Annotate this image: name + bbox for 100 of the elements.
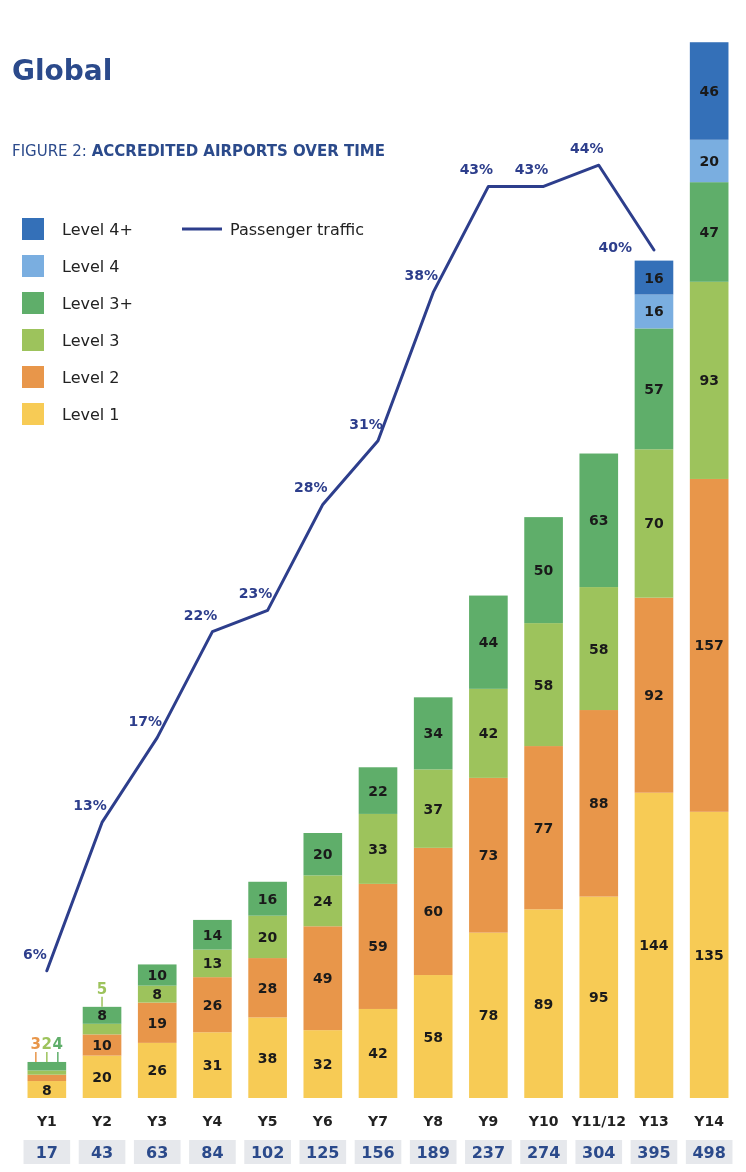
bar <box>579 896 619 1098</box>
bar <box>634 597 674 793</box>
bar <box>469 777 508 933</box>
data-label: 38% <box>404 267 438 284</box>
legend-label: Level 2 <box>62 368 120 387</box>
data-label: 22 <box>368 782 388 799</box>
data-label: 24 <box>313 892 333 909</box>
text: FIGURE 2: ACCREDITED AIRPORTS OVER TIME <box>12 142 385 160</box>
bar <box>193 977 232 1033</box>
data-label: 6% <box>22 945 47 962</box>
bar <box>689 478 729 812</box>
bar <box>469 595 508 689</box>
total-label: 84 <box>201 1143 224 1162</box>
bar <box>579 453 619 588</box>
data-label: 28 <box>257 979 278 996</box>
data-label: 13 <box>202 955 223 972</box>
bar <box>137 1002 177 1043</box>
x-tick-label: Y4 <box>201 1113 223 1129</box>
data-label: 20 <box>92 1068 113 1085</box>
data-label: 3 <box>30 1034 42 1053</box>
data-label: 89 <box>533 995 554 1012</box>
bar <box>689 281 729 479</box>
bar <box>524 517 563 624</box>
data-label: 95 <box>589 989 609 1006</box>
total-label: 156 <box>361 1143 395 1162</box>
data-label: 38 <box>257 1049 278 1066</box>
data-label: 92 <box>644 687 664 704</box>
data-label: 49 <box>313 970 333 987</box>
bar <box>579 587 619 711</box>
total-label: 498 <box>692 1143 726 1162</box>
data-label: 10 <box>92 1037 113 1053</box>
bar <box>137 985 177 1003</box>
text: Global <box>12 54 113 87</box>
data-label: 57 <box>644 380 664 397</box>
data-label: 78 <box>478 1007 499 1024</box>
data-label: 43% <box>459 161 494 178</box>
data-label: 31 <box>202 1057 223 1074</box>
legend-label: Level 4 <box>62 257 120 276</box>
x-tick-label: Y9 <box>477 1113 499 1129</box>
bar <box>524 746 563 910</box>
data-label: 77 <box>533 819 554 836</box>
x-tick-label: Y1 <box>35 1113 57 1129</box>
bar <box>303 1030 343 1098</box>
data-label: 157 <box>694 637 724 654</box>
bar <box>634 449 674 598</box>
data-label: 37 <box>423 800 443 817</box>
bar <box>689 42 729 140</box>
data-label: 22% <box>183 606 218 623</box>
data-label: 70 <box>644 515 664 532</box>
data-label: 10 <box>147 967 168 984</box>
data-label: 58 <box>533 676 554 693</box>
data-label: 59 <box>368 938 388 955</box>
data-label: 33 <box>368 840 388 857</box>
data-label: 8 <box>97 1007 107 1024</box>
data-label: 19 <box>147 1014 167 1031</box>
total-label: 189 <box>416 1143 450 1162</box>
data-label: 13% <box>73 797 107 814</box>
x-tick-label: Y2 <box>91 1113 112 1129</box>
data-label: 144 <box>639 937 669 954</box>
total-label: 102 <box>250 1143 285 1162</box>
bar <box>524 909 563 1098</box>
data-label: 4 <box>52 1034 64 1053</box>
total-label: 63 <box>146 1143 169 1162</box>
x-tick-label: Y7 <box>367 1113 388 1129</box>
data-label: 26 <box>202 996 223 1013</box>
data-label: 42 <box>368 1045 388 1062</box>
data-label: 32 <box>313 1056 333 1073</box>
bar <box>689 811 729 1098</box>
x-tick-label: Y6 <box>311 1113 333 1129</box>
data-label: 63 <box>589 512 609 529</box>
bar <box>579 710 619 897</box>
x-tick-label: Y5 <box>256 1113 278 1129</box>
bar <box>689 182 729 282</box>
bar <box>413 769 453 848</box>
x-tick-label: Y11/12 <box>570 1113 626 1129</box>
bar <box>193 919 232 950</box>
data-label: 8 <box>41 1081 52 1098</box>
data-label: 50 <box>533 562 554 579</box>
data-label: 20 <box>699 152 720 169</box>
x-tick-label: Y14 <box>693 1113 725 1129</box>
total-label: 43 <box>90 1143 114 1162</box>
data-label: 58 <box>423 1028 443 1045</box>
x-tick-label: Y3 <box>146 1113 168 1129</box>
data-label: 135 <box>694 946 724 963</box>
data-label: 46 <box>699 83 719 99</box>
bar <box>303 833 343 876</box>
bar <box>248 1017 287 1098</box>
legend-label: Level 3+ <box>62 294 133 313</box>
total-label: 17 <box>35 1143 58 1162</box>
data-label: 60 <box>423 903 444 920</box>
bar <box>358 813 398 884</box>
legend-label: Level 1 <box>62 405 120 424</box>
bar <box>248 915 287 959</box>
legend-label: Level 4+ <box>62 220 133 239</box>
data-label: 93 <box>699 372 719 389</box>
data-label: 20 <box>313 846 333 863</box>
bar <box>469 688 508 778</box>
bar <box>524 623 563 747</box>
data-label: 43% <box>514 161 549 178</box>
total-label: 125 <box>306 1143 340 1162</box>
